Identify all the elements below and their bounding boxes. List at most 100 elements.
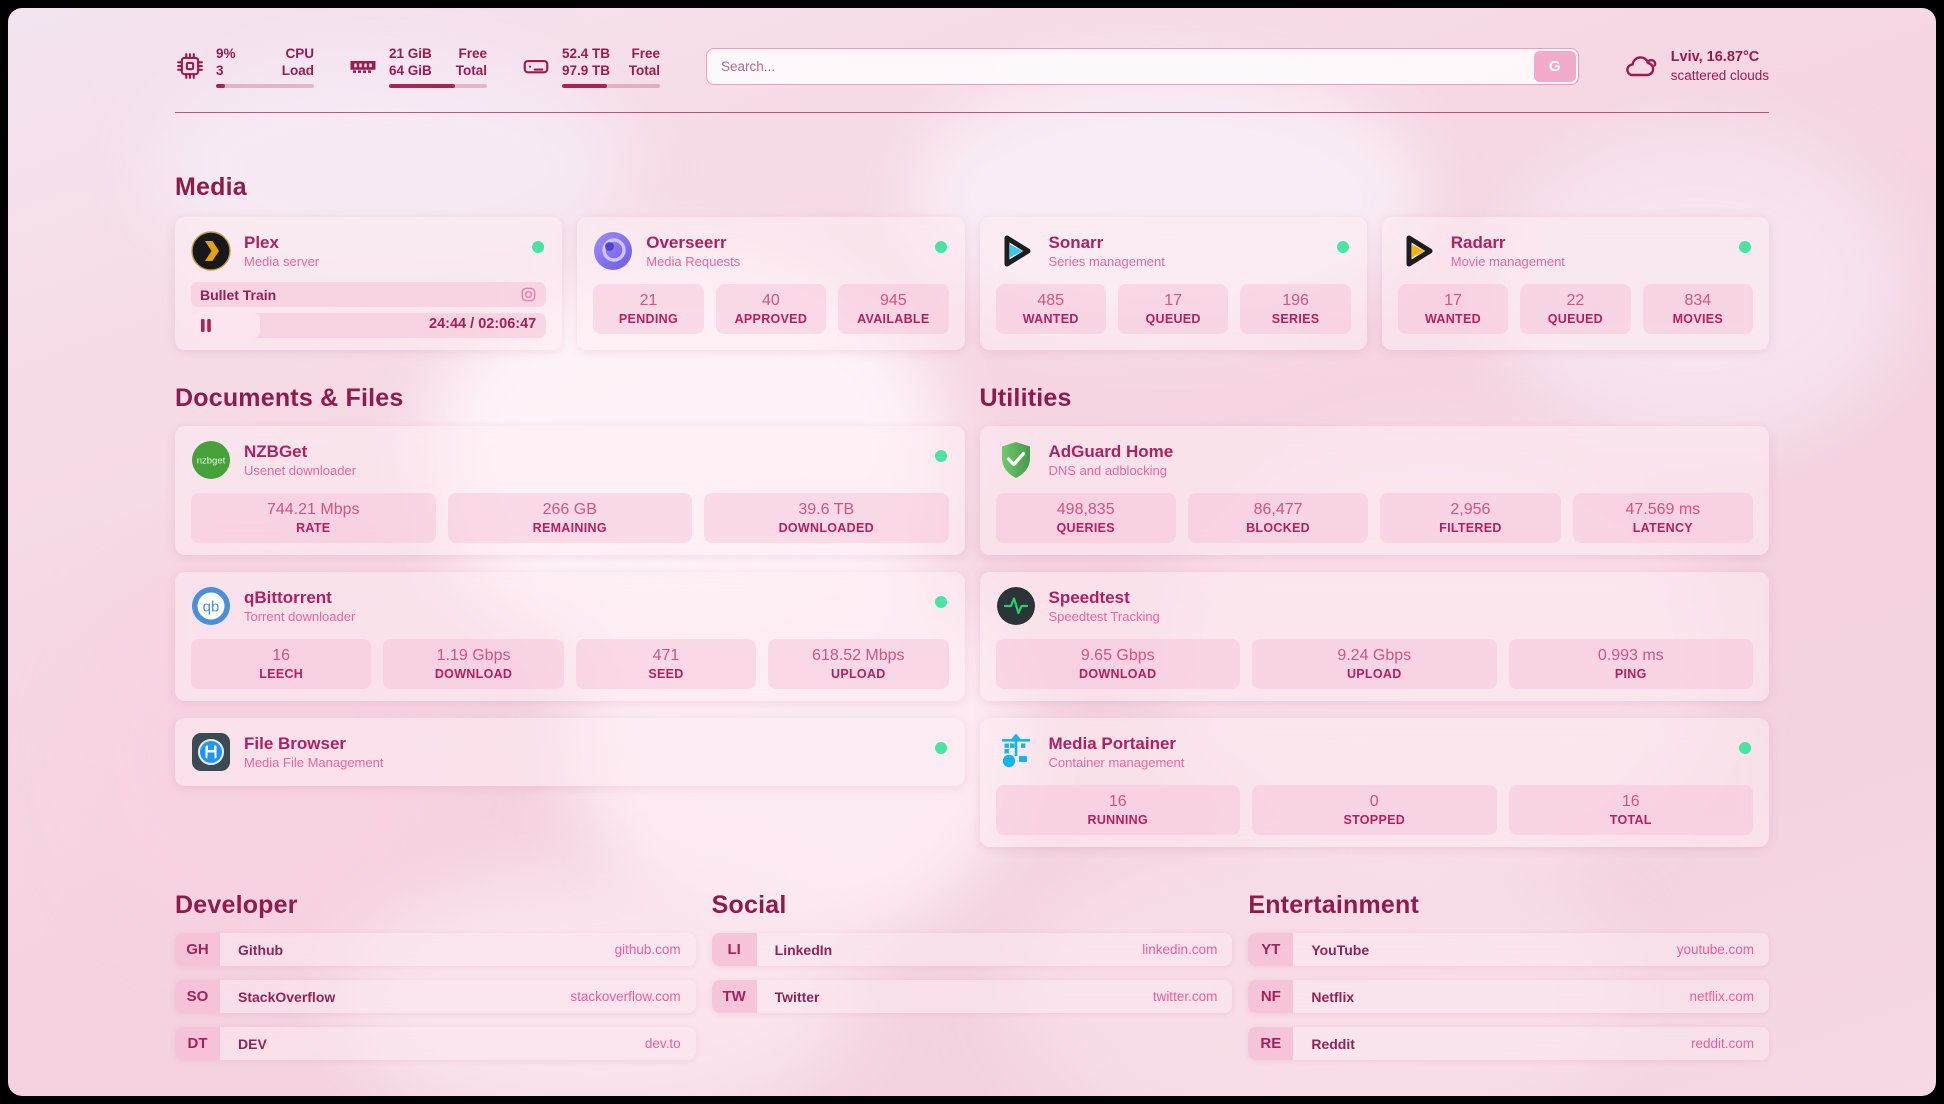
weather-widget: Lviv, 16.87°C scattered clouds — [1621, 48, 1769, 85]
disk-progress-fill — [562, 83, 608, 88]
app-card-speedtest[interactable]: Speedtest Speedtest Tracking 9.65 Gbps D… — [979, 572, 1769, 701]
stat-value: 0.993 ms — [1597, 647, 1664, 664]
memory-total-label: Total — [455, 62, 487, 78]
cpu-load-value: 3 — [216, 62, 224, 78]
dashboard-page: 9% CPU 3 Load — [8, 8, 1936, 1096]
app-card-sonarr[interactable]: Sonarr Series management 485 WANTED 17 Q… — [979, 217, 1367, 350]
bookmark-linkedin[interactable]: LI LinkedIn linkedin.com — [711, 933, 1233, 966]
bookmark-name: Netflix — [1311, 988, 1355, 1005]
cloud-icon — [1625, 56, 1656, 77]
stats-row: 744.21 Mbps RATE 266 GB REMAINING 39.6 T… — [191, 493, 949, 543]
app-card-plex[interactable]: Plex Media server Bullet Train — [175, 217, 563, 350]
stat-label: DOWNLOAD — [434, 667, 513, 681]
bookmark-github[interactable]: GH Github github.com — [175, 933, 696, 966]
portainer-icon — [1001, 733, 1030, 768]
stat-label: DOWNLOAD — [1079, 667, 1157, 681]
memory-progress-fill — [389, 83, 455, 88]
entertainment-column: Entertainment YT YouTube youtube.com NF … — [1248, 891, 1769, 1060]
stat-value: 471 — [652, 647, 680, 664]
app-card-portainer[interactable]: Media Portainer Container management 16 … — [979, 718, 1769, 847]
stat-label: QUEUED — [1145, 312, 1201, 326]
stat-value: 22 — [1566, 292, 1585, 309]
bookmark-stackoverflow[interactable]: SO StackOverflow stackoverflow.com — [175, 980, 696, 1013]
stat-total: 16 TOTAL — [1508, 785, 1753, 835]
stat-value: 21 — [639, 292, 658, 309]
status-dot — [1336, 241, 1349, 253]
stat-queued: 22 QUEUED — [1520, 284, 1631, 334]
stat-label: RUNNING — [1087, 813, 1148, 827]
bookmark-url: stackoverflow.com — [570, 989, 681, 1004]
stat-upload: 618.52 Mbps UPLOAD — [768, 639, 949, 689]
card-header: AdGuard Home DNS and adblocking — [996, 438, 1754, 482]
app-subtitle: Container management — [1048, 755, 1185, 770]
app-title: qBittorrent — [244, 588, 332, 607]
status-dot — [934, 742, 947, 754]
search-input[interactable] — [706, 47, 1579, 85]
app-card-nzbget[interactable]: nzbget NZBGet Usenet downloader 744.21 M… — [175, 426, 965, 555]
disk-widget: 52.4 TB Free 97.9 TB Total — [521, 45, 660, 88]
card-header: nzbget NZBGet Usenet downloader — [191, 438, 949, 482]
memory-progress-track — [389, 83, 487, 88]
filebrowser-icon — [192, 733, 230, 771]
stat-value: 9.65 Gbps — [1080, 647, 1155, 664]
bookmark-url: github.com — [614, 942, 681, 957]
stat-download: 9.65 Gbps DOWNLOAD — [995, 639, 1240, 689]
now-playing-row: Bullet Train — [191, 282, 547, 307]
app-card-radarr[interactable]: Radarr Movie management 17 WANTED 22 QUE… — [1381, 217, 1769, 350]
stat-label: WANTED — [1022, 312, 1079, 326]
search-engine-button[interactable]: G — [1533, 50, 1576, 82]
app-card-overseerr[interactable]: Overseerr Media Requests 21 PENDING 40 A… — [577, 217, 965, 350]
playback-time: 24:44 / 02:06:47 — [429, 316, 537, 332]
stat-stopped: 0 STOPPED — [1252, 785, 1497, 835]
stat-label: MOVIES — [1672, 312, 1724, 326]
bookmark-name: Reddit — [1311, 1035, 1355, 1052]
stats-row: 17 WANTED 22 QUEUED 834 MOVIES — [1397, 284, 1754, 334]
bookmark-abbr: TW — [711, 980, 757, 1013]
stat-value: 834 — [1684, 292, 1712, 309]
app-subtitle: Media server — [244, 254, 320, 269]
cpu-progress-fill — [216, 83, 225, 88]
stats-row: 485 WANTED 17 QUEUED 196 SERIES — [995, 284, 1351, 334]
app-card-filebrowser[interactable]: File Browser Media File Management — [175, 718, 965, 786]
bookmark-url: reddit.com — [1690, 1036, 1754, 1051]
bookmark-twitter[interactable]: TW Twitter twitter.com — [711, 980, 1233, 1013]
stat-value: 498,835 — [1056, 501, 1115, 518]
cpu-progress-track — [216, 83, 314, 88]
stat-rate: 744.21 Mbps RATE — [191, 493, 436, 543]
app-title: Overseerr — [646, 233, 727, 252]
bookmark-abbr: RE — [1248, 1027, 1294, 1060]
stats-row: 16 RUNNING 0 STOPPED 16 TOTAL — [995, 785, 1753, 835]
bookmark-reddit[interactable]: RE Reddit reddit.com — [1248, 1027, 1769, 1060]
stat-value: 39.6 TB — [798, 501, 855, 518]
nzbget-icon: nzbget — [192, 441, 230, 479]
plex-icon — [191, 231, 231, 271]
bookmark-list: YT YouTube youtube.com NF Netflix netfli… — [1248, 933, 1769, 1060]
app-card-adguard[interactable]: AdGuard Home DNS and adblocking 498,835 … — [979, 426, 1769, 555]
stat-upload: 9.24 Gbps UPLOAD — [1252, 639, 1497, 689]
cpu-widget: 9% CPU 3 Load — [175, 45, 314, 88]
stat-label: WANTED — [1424, 312, 1481, 326]
disk-free-value: 52.4 TB — [562, 45, 611, 61]
bookmark-name: DEV — [238, 1035, 267, 1052]
stat-value: 1.19 Gbps — [436, 647, 511, 664]
bookmark-url: linkedin.com — [1142, 942, 1218, 957]
bookmark-netflix[interactable]: NF Netflix netflix.com — [1248, 980, 1769, 1013]
media-card-grid: Plex Media server Bullet Train — [175, 217, 1769, 350]
bookmark-list: LI LinkedIn linkedin.com TW Twitter twit… — [711, 933, 1233, 1013]
stat-value: 17 — [1444, 292, 1462, 309]
stat-running: 16 RUNNING — [995, 785, 1240, 835]
app-subtitle: DNS and adblocking — [1048, 463, 1168, 478]
bookmark-youtube[interactable]: YT YouTube youtube.com — [1248, 933, 1769, 966]
overseerr-icon — [594, 232, 633, 270]
app-card-qbittorrent[interactable]: qb qBittorrent Torrent downloader 16 — [175, 572, 965, 701]
app-title: Radarr — [1450, 233, 1506, 252]
stat-approved: 40 APPROVED — [715, 284, 827, 334]
section-title-social: Social — [711, 891, 787, 919]
bookmark-dev[interactable]: DT DEV dev.to — [175, 1027, 696, 1060]
stat-label: UPLOAD — [831, 667, 886, 681]
adguard-icon — [1001, 442, 1030, 478]
stat-remaining: 266 GB REMAINING — [447, 493, 692, 543]
pause-icon[interactable] — [200, 319, 212, 332]
card-header: Sonarr Series management — [996, 229, 1351, 273]
